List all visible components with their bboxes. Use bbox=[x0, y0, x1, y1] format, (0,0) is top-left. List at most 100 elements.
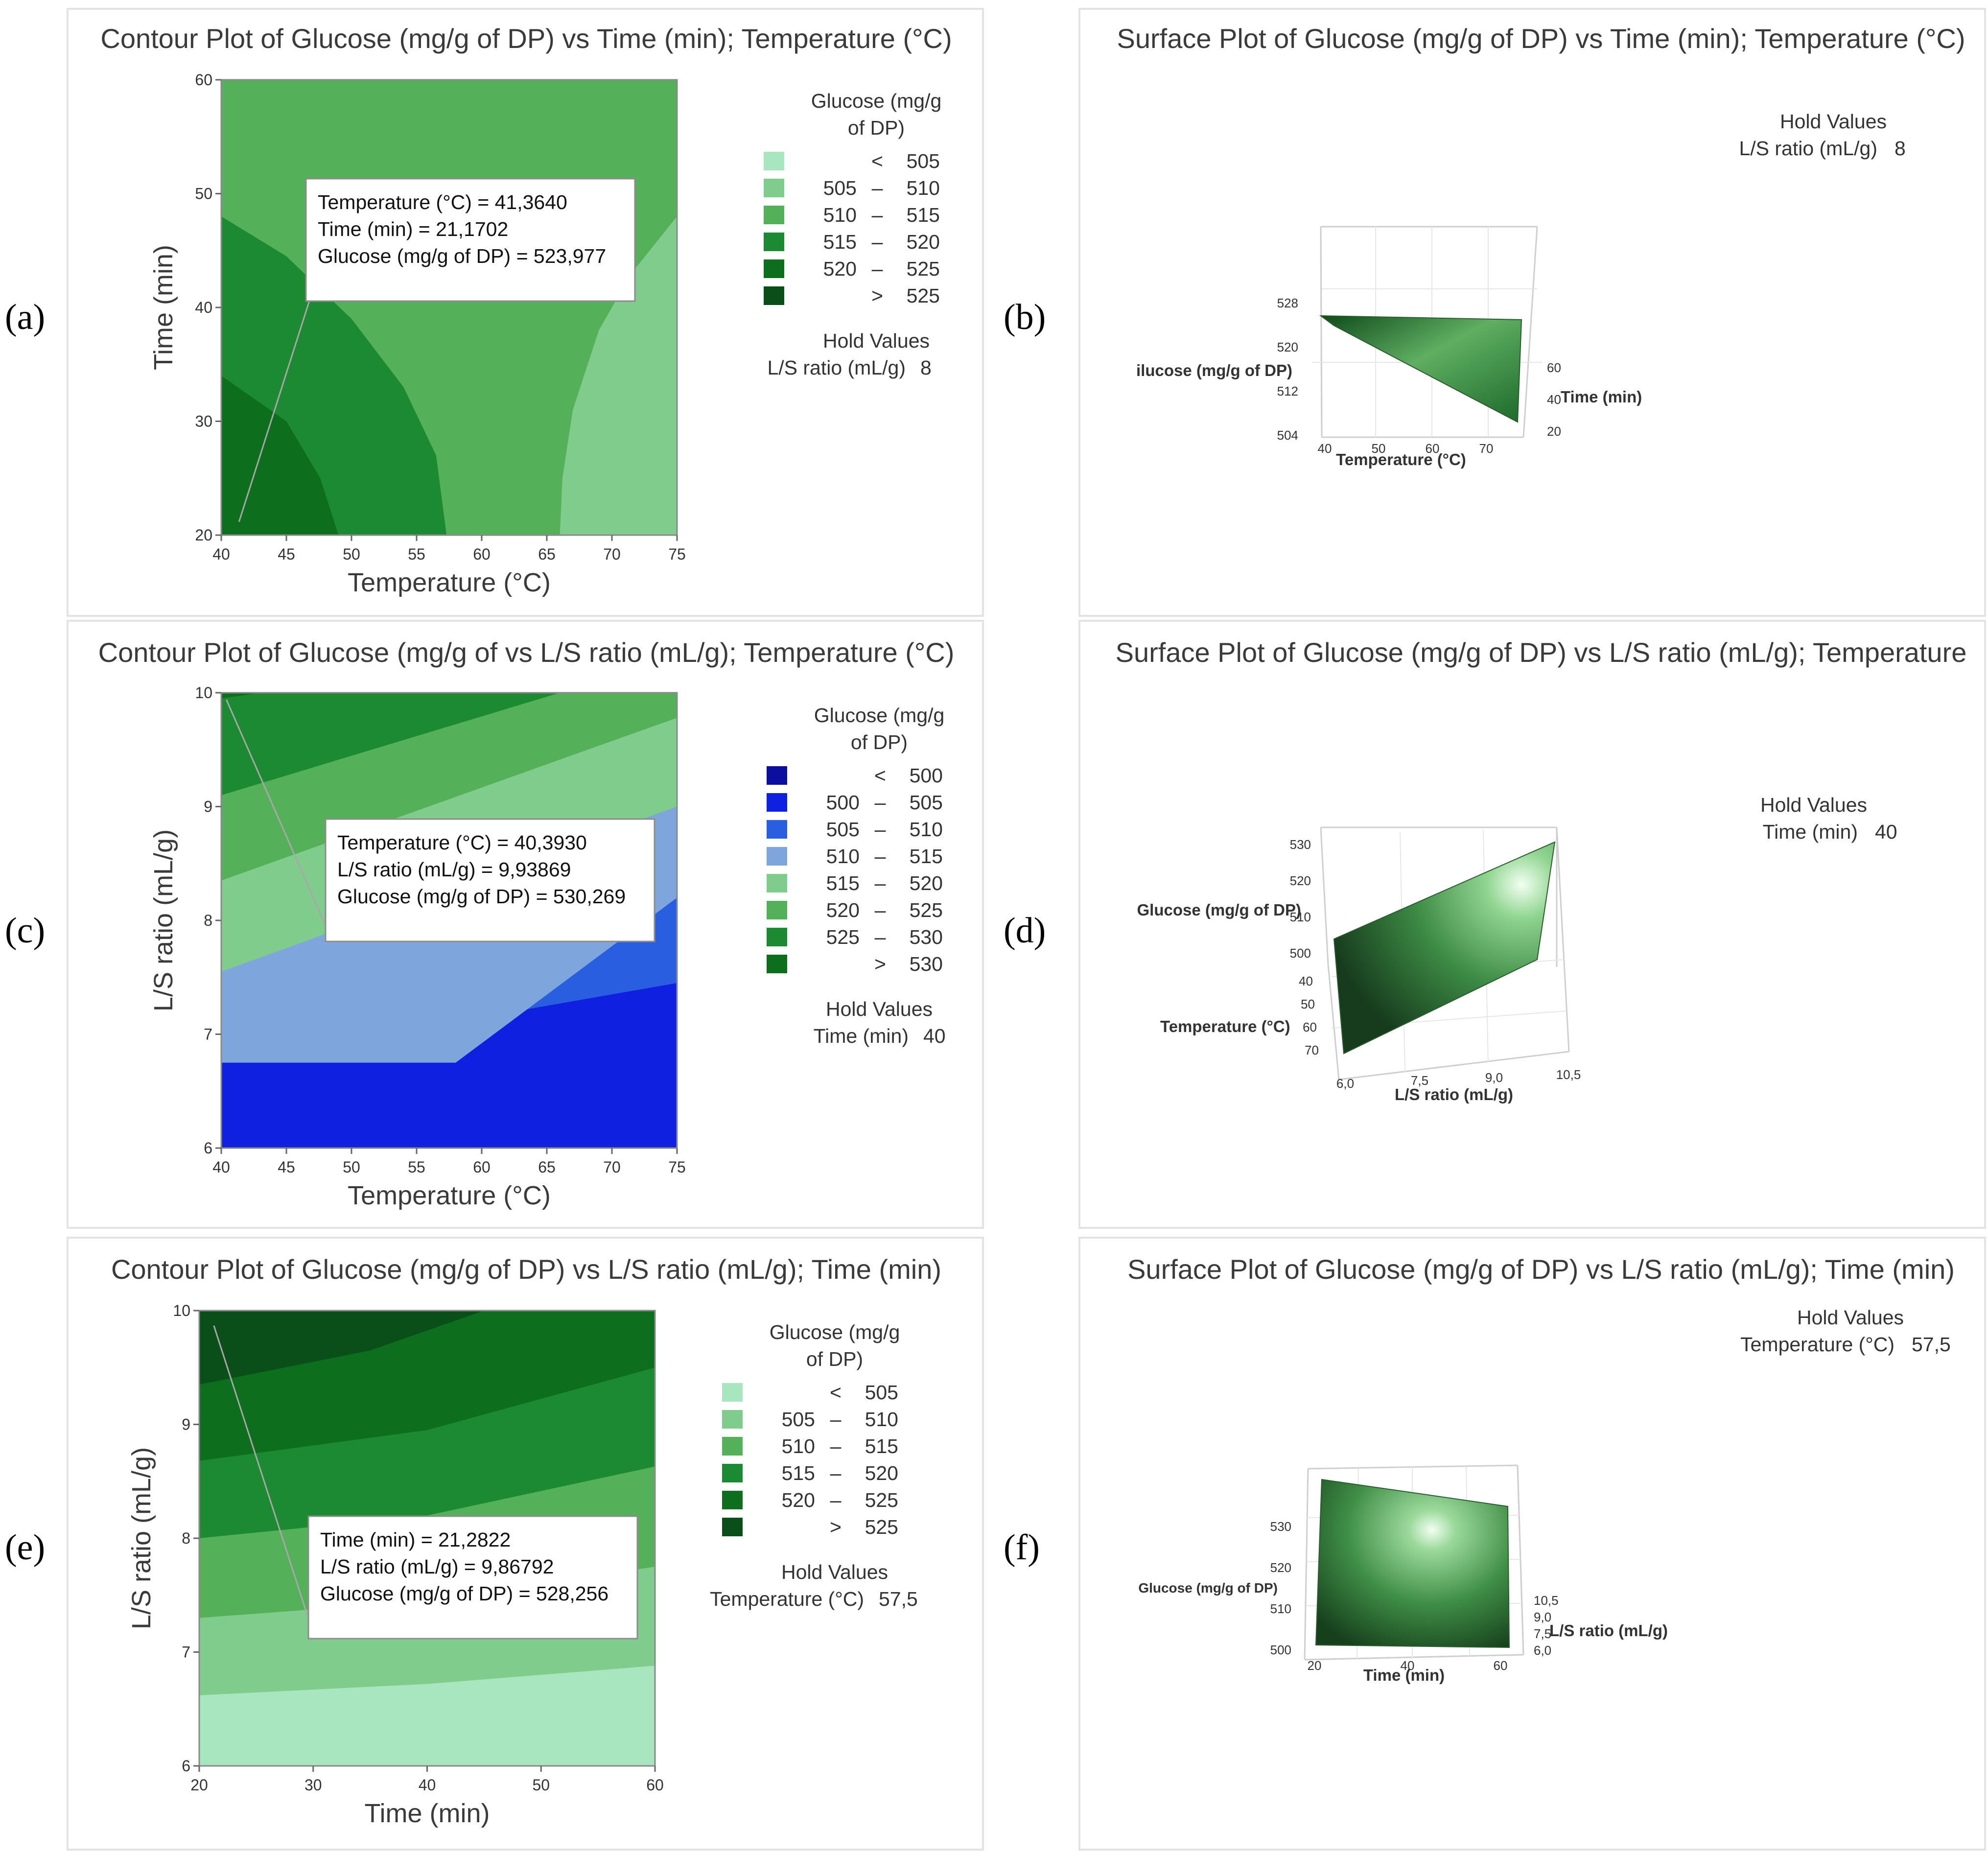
y-tick-label: 7 bbox=[204, 1026, 212, 1043]
x-tick-label: 55 bbox=[408, 1158, 425, 1176]
legend-lower-value: 510 bbox=[782, 1435, 815, 1457]
y-tick-label: 10 bbox=[173, 1302, 190, 1319]
y-tick-label: 60 bbox=[1547, 360, 1561, 375]
z-tick-label: 504 bbox=[1277, 428, 1298, 443]
y-tick-label: 60 bbox=[1303, 1020, 1317, 1034]
contour-plot-e: Contour Plot of Glucose (mg/g of DP) vs … bbox=[111, 1254, 941, 1828]
legend-lower-value: 515 bbox=[823, 231, 857, 253]
x-tick-label: 70 bbox=[1479, 441, 1494, 456]
chart-title: Contour Plot of Glucose (mg/g of DP) vs … bbox=[100, 23, 952, 54]
x-tick-label: 9,0 bbox=[1485, 1070, 1503, 1085]
legend-title-line-1: Glucose (mg/g bbox=[770, 1321, 900, 1343]
x-tick-label: 40 bbox=[1401, 1658, 1415, 1673]
z-tick-label: 530 bbox=[1290, 837, 1311, 852]
panel-b-frame bbox=[1078, 8, 1986, 617]
legend-upper-value: 520 bbox=[907, 231, 940, 253]
tooltip-line-3: Glucose (mg/g of DP) = 523,977 bbox=[318, 245, 606, 267]
legend-title-line-1: Glucose (mg/g bbox=[811, 90, 942, 112]
z-tick-label: 530 bbox=[1270, 1519, 1291, 1534]
tooltip-line-1: Temperature (°C) = 40,3930 bbox=[337, 831, 587, 854]
legend-lower-value: 520 bbox=[782, 1489, 815, 1511]
legend-lower-value: 520 bbox=[823, 258, 857, 280]
legend-operator: < bbox=[871, 150, 883, 172]
legend-operator: – bbox=[830, 1462, 842, 1484]
legend-swatch bbox=[764, 179, 784, 197]
x-tick-label: 45 bbox=[278, 1158, 295, 1176]
y-tick-label: 6,0 bbox=[1534, 1643, 1551, 1658]
z-tick-label: 500 bbox=[1290, 946, 1311, 961]
legend-swatch bbox=[764, 286, 784, 305]
box-edge bbox=[1522, 226, 1538, 438]
legend-upper-value: 515 bbox=[907, 204, 940, 226]
legend-operator: – bbox=[830, 1489, 842, 1511]
x-axis-label: Temperature (°C) bbox=[348, 1181, 551, 1210]
box-edge bbox=[1320, 226, 1323, 438]
y-tick-label: 8 bbox=[182, 1529, 190, 1547]
z-tick-label: 500 bbox=[1270, 1643, 1291, 1657]
hold-values-label: Temperature (°C) bbox=[710, 1588, 864, 1610]
tooltip-box bbox=[305, 178, 636, 302]
tooltip-line-3: Glucose (mg/g of DP) = 528,256 bbox=[320, 1582, 608, 1605]
legend-swatch bbox=[767, 928, 787, 946]
x-tick-label: 40 bbox=[419, 1776, 436, 1794]
hold-values-label: L/S ratio (mL/g) bbox=[767, 356, 906, 379]
hold-values-title: Hold Values bbox=[1797, 1306, 1904, 1329]
z-tick-label: 510 bbox=[1270, 1601, 1291, 1616]
tooltip-line-2: Time (min) = 21,1702 bbox=[318, 218, 508, 240]
x-tick-label: 50 bbox=[343, 545, 360, 563]
legend-upper-value: 505 bbox=[907, 150, 940, 172]
z-tick-label: 528 bbox=[1277, 296, 1298, 310]
panel-e-frame bbox=[67, 1237, 984, 1851]
hold-values-label: Time (min) bbox=[814, 1025, 909, 1047]
chart-title: Surface Plot of Glucose (mg/g of DP) vs … bbox=[1116, 637, 1967, 668]
box-edge bbox=[1327, 964, 1340, 1080]
contour-plot-a: Contour Plot of Glucose (mg/g of DP) vs … bbox=[100, 23, 952, 597]
x-tick-label: 40 bbox=[1318, 441, 1332, 456]
legend-lower-value: 525 bbox=[826, 926, 860, 948]
hold-values-value: 40 bbox=[923, 1025, 946, 1047]
hold-values-value: 57,5 bbox=[1912, 1333, 1951, 1356]
y-tick-label: 60 bbox=[195, 71, 212, 89]
panel-c-frame bbox=[67, 620, 984, 1229]
legend-operator: < bbox=[830, 1381, 842, 1404]
legend-swatch bbox=[764, 206, 784, 224]
box-edge bbox=[1304, 1654, 1524, 1661]
legend-operator: – bbox=[872, 258, 883, 280]
y-tick-label: 40 bbox=[1547, 392, 1561, 407]
tooltip-line-3: Glucose (mg/g of DP) = 530,269 bbox=[337, 885, 626, 908]
x-tick-label: 75 bbox=[668, 1158, 686, 1176]
x-tick-label: 20 bbox=[1308, 1658, 1322, 1673]
legend-title-line-2: of DP) bbox=[848, 117, 905, 139]
z-tick-label: 520 bbox=[1270, 1560, 1291, 1575]
hold-values-value: 8 bbox=[920, 356, 932, 379]
legend-upper-value: 515 bbox=[910, 845, 943, 868]
x-tick-label: 70 bbox=[603, 545, 621, 563]
y-tick-label: 10,5 bbox=[1534, 1593, 1559, 1608]
surface-plot-b: Surface Plot of Glucose (mg/g of DP) vs … bbox=[1117, 23, 1965, 469]
box-edge bbox=[1556, 827, 1570, 1052]
y-tick-label: 40 bbox=[195, 299, 212, 316]
legend-swatch bbox=[722, 1383, 743, 1402]
legend-upper-value: 525 bbox=[910, 899, 943, 921]
contour-region-2 bbox=[560, 216, 677, 535]
tooltip-line-2: L/S ratio (mL/g) = 9,86792 bbox=[320, 1555, 554, 1578]
y-tick-label: 9 bbox=[204, 798, 212, 816]
z-tick-label: 510 bbox=[1290, 910, 1311, 924]
legend-operator: – bbox=[830, 1435, 842, 1457]
legend-operator: – bbox=[830, 1408, 842, 1431]
y-tick-label: 10 bbox=[195, 684, 212, 702]
legend-swatch bbox=[722, 1437, 743, 1456]
x-tick-label: 55 bbox=[408, 545, 425, 563]
legend-operator: – bbox=[875, 872, 886, 894]
tooltip-line-2: L/S ratio (mL/g) = 9,93869 bbox=[337, 858, 571, 881]
tooltip-leader-line bbox=[238, 296, 312, 522]
x-tick-label: 50 bbox=[532, 1776, 550, 1794]
legend-lower-value: 520 bbox=[826, 899, 860, 921]
y-axis-label: Time (min) bbox=[1561, 388, 1642, 406]
chart-title: Surface Plot of Glucose (mg/g of DP) vs … bbox=[1127, 1254, 1955, 1285]
x-tick-label: 70 bbox=[603, 1158, 621, 1176]
legend-lower-value: 500 bbox=[826, 791, 860, 814]
hold-values-value: 8 bbox=[1894, 137, 1906, 160]
legend-upper-value: 510 bbox=[907, 177, 940, 199]
box-edge bbox=[1517, 1465, 1524, 1655]
